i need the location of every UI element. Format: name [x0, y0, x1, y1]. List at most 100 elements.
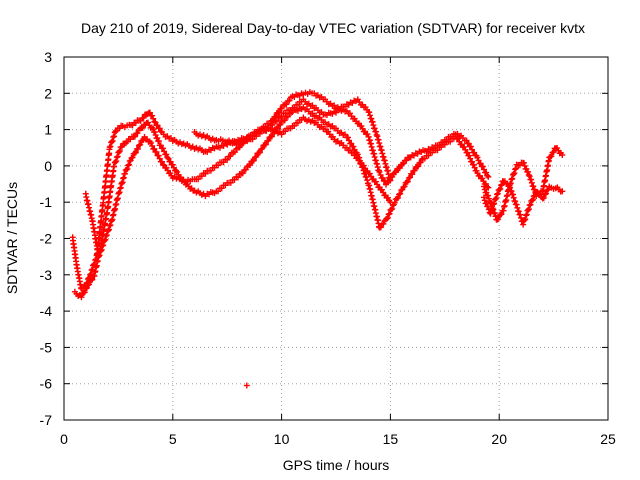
- data-point-track-c: [366, 170, 373, 177]
- data-point-track-b: [438, 144, 445, 151]
- x-tick-label: 15: [383, 431, 399, 447]
- data-point-track-b: [447, 138, 454, 145]
- data-point-track-b: [111, 163, 118, 170]
- data-point-track-b: [170, 164, 177, 171]
- data-point-track-a: [376, 168, 383, 175]
- data-point-track-b: [395, 194, 402, 201]
- data-point-track-c: [202, 170, 209, 177]
- data-point-track-b: [165, 155, 172, 162]
- data-point-track-e: [526, 173, 533, 180]
- data-point-track-f: [498, 181, 505, 188]
- data-point-track-a: [278, 105, 285, 112]
- data-point-track-a: [146, 109, 153, 116]
- data-point-track-c: [148, 139, 155, 146]
- data-points: [69, 89, 566, 389]
- data-point-track-a: [474, 154, 481, 161]
- data-point-track-a: [331, 102, 338, 109]
- data-point-track-b: [131, 133, 138, 140]
- y-tick-label: -6: [40, 376, 53, 392]
- data-point-track-e: [525, 171, 532, 178]
- data-point-track-a: [140, 114, 147, 121]
- data-point-track-c: [106, 222, 113, 229]
- y-tick-label: -3: [40, 267, 53, 283]
- data-point-track-f: [513, 201, 520, 208]
- data-point-track-c: [207, 167, 214, 174]
- data-point-track-a: [485, 173, 492, 180]
- data-point-track-f: [508, 188, 515, 195]
- data-point-track-b: [348, 140, 355, 147]
- data-point-track-c: [99, 242, 106, 249]
- plot-frame: [63, 56, 609, 421]
- x-tick-label: 25: [600, 431, 616, 447]
- data-point-track-e: [480, 183, 487, 190]
- data-point-track-d: [249, 136, 256, 143]
- data-point-track-b: [417, 159, 424, 166]
- data-point-track-b: [425, 152, 432, 159]
- data-point-track-b: [81, 289, 88, 296]
- data-point-track-f: [545, 186, 552, 193]
- data-point-track-e: [509, 175, 516, 182]
- data-point-track-f: [517, 211, 524, 218]
- data-point-track-c: [384, 194, 391, 201]
- data-point-track-e: [548, 153, 555, 160]
- y-tick-label: -5: [40, 339, 53, 355]
- data-point-track-e: [528, 176, 535, 183]
- data-point-track-c: [124, 165, 131, 172]
- data-point-track-a: [403, 157, 410, 164]
- data-point-track-c: [105, 227, 112, 234]
- data-point-track-a: [467, 143, 474, 150]
- data-point-track-c: [149, 142, 156, 149]
- data-point-track-d: [291, 104, 298, 111]
- data-point-track-c: [156, 155, 163, 162]
- data-point-track-b: [155, 138, 162, 145]
- data-point-track-b: [265, 137, 272, 144]
- data-point-track-c: [151, 145, 158, 152]
- data-point-track-b: [173, 167, 180, 174]
- data-point-track-d: [387, 177, 394, 184]
- data-point-track-c: [95, 253, 102, 260]
- data-point-track-b: [344, 134, 351, 141]
- data-point-track-f: [514, 204, 521, 211]
- data-point-track-b: [86, 281, 93, 288]
- data-point-track-a: [396, 165, 403, 172]
- data-point-track-e: [525, 168, 532, 175]
- data-point-outlier: [243, 382, 250, 389]
- data-point-track-b: [389, 205, 396, 212]
- data-point-track-d: [333, 109, 339, 116]
- data-point-track-c: [167, 170, 174, 177]
- data-point-track-c: [372, 178, 379, 185]
- x-tick-label: 0: [60, 431, 68, 447]
- data-point-track-a: [276, 109, 283, 116]
- data-point-track-a: [392, 169, 399, 176]
- data-point-track-d: [294, 101, 301, 108]
- data-point-track-b: [380, 220, 387, 227]
- data-point-track-e: [511, 170, 518, 177]
- data-point-track-d: [273, 117, 280, 124]
- data-point-track-b: [397, 190, 404, 197]
- data-point-track-c: [198, 173, 205, 180]
- data-point-track-c: [153, 148, 160, 155]
- data-point-track-b: [471, 164, 478, 171]
- data-point-track-f: [497, 185, 504, 192]
- data-point-track-b: [309, 110, 316, 117]
- data-point-track-c: [278, 131, 285, 138]
- data-point-track-b: [479, 175, 486, 182]
- data-point-track-b: [247, 161, 254, 168]
- data-point-track-a: [110, 134, 117, 141]
- data-point-track-b: [78, 294, 85, 301]
- data-point-track-c: [107, 221, 114, 228]
- data-point-track-a: [377, 171, 384, 178]
- data-point-track-c: [121, 170, 128, 177]
- data-point-track-c: [378, 186, 385, 193]
- data-point-track-e: [498, 211, 505, 218]
- data-point-track-c: [163, 164, 170, 171]
- data-point-track-b: [466, 152, 473, 159]
- data-point-track-b: [342, 131, 349, 138]
- data-point-track-f: [510, 194, 517, 201]
- data-point-track-f: [515, 208, 522, 215]
- data-point-track-b: [377, 224, 384, 231]
- data-point-track-b: [364, 177, 371, 184]
- data-point-track-c: [158, 158, 165, 165]
- data-point-track-b: [114, 153, 121, 160]
- data-point-track-b: [406, 174, 413, 181]
